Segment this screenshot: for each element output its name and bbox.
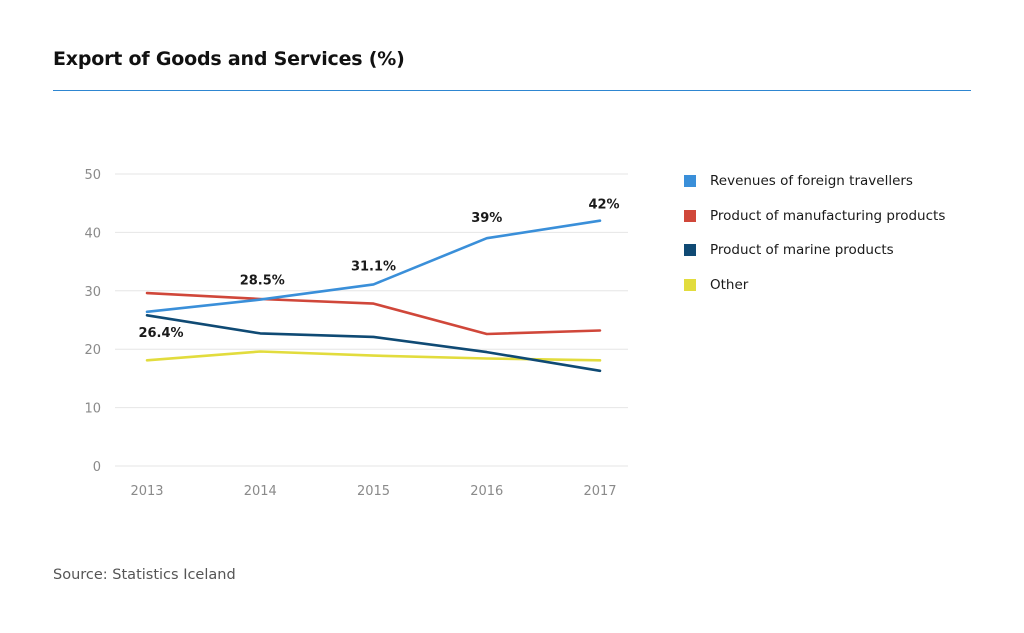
data-label-2013: 26.4% (138, 326, 183, 341)
legend-item: Revenues of foreign travellers (684, 164, 945, 199)
data-label-2015: 31.1% (351, 259, 396, 274)
legend-label: Product of manufacturing products (710, 207, 946, 224)
series-line-3 (145, 313, 602, 373)
data-label-2014: 28.5% (240, 274, 285, 289)
legend-swatch (684, 175, 696, 188)
y-tick-label-40: 40 (84, 226, 101, 241)
series-line-2 (145, 291, 602, 336)
y-tick-label-20: 20 (84, 343, 101, 358)
legend-swatch (684, 278, 696, 291)
y-tick-label-10: 10 (84, 402, 101, 417)
x-tick-label-2016: 2016 (470, 484, 503, 499)
y-tick-label-30: 30 (84, 285, 101, 300)
legend-label: Revenues of foreign travellers (710, 173, 913, 190)
y-tick-label-0: 0 (93, 460, 101, 475)
data-label-2016: 39% (471, 211, 502, 226)
x-tick-label-2014: 2014 (244, 484, 277, 499)
data-label-2017: 42% (588, 198, 619, 213)
x-tick-label-2017: 2017 (583, 484, 616, 499)
legend-item: Product of marine products (684, 233, 945, 268)
x-tick-label-2015: 2015 (357, 484, 390, 499)
source-note: Source: Statistics Iceland (53, 567, 236, 583)
title-divider (53, 90, 971, 91)
chart-legend: Revenues of foreign travellers Product of… (684, 164, 945, 302)
y-tick-label-50: 50 (84, 168, 101, 183)
legend-item: Product of manufacturing products (684, 199, 945, 234)
legend-swatch (684, 209, 696, 222)
legend-swatch (684, 244, 696, 257)
legend-label: Product of marine products (710, 242, 894, 259)
legend-label: Other (710, 276, 749, 293)
series-line-1 (145, 219, 602, 314)
legend-item: Other (684, 268, 945, 303)
chart-title: Export of Goods and Services (%) (53, 48, 405, 70)
x-tick-label-2013: 2013 (130, 484, 163, 499)
